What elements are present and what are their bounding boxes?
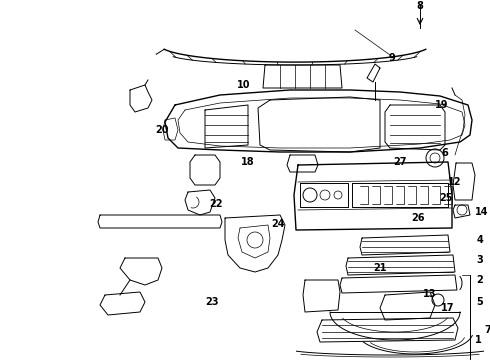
Text: 5: 5 xyxy=(477,297,483,307)
Text: 20: 20 xyxy=(155,125,169,135)
Text: 9: 9 xyxy=(389,53,395,63)
Text: 1: 1 xyxy=(475,335,481,345)
Text: 14: 14 xyxy=(475,207,489,217)
Text: 4: 4 xyxy=(477,235,483,245)
Text: 21: 21 xyxy=(373,263,387,273)
Text: 13: 13 xyxy=(423,289,437,299)
Text: 23: 23 xyxy=(205,297,219,307)
Text: 26: 26 xyxy=(411,213,425,223)
Text: 19: 19 xyxy=(435,100,449,110)
Text: 6: 6 xyxy=(441,148,448,158)
Text: 8: 8 xyxy=(416,1,423,11)
Text: 25: 25 xyxy=(439,193,453,203)
Text: 22: 22 xyxy=(209,199,223,209)
Text: 7: 7 xyxy=(485,325,490,335)
Text: 17: 17 xyxy=(441,303,455,313)
Text: 12: 12 xyxy=(448,177,462,187)
Text: 2: 2 xyxy=(477,275,483,285)
Text: 24: 24 xyxy=(271,219,285,229)
Text: 27: 27 xyxy=(393,157,407,167)
Text: 10: 10 xyxy=(237,80,251,90)
Text: 18: 18 xyxy=(241,157,255,167)
Text: 3: 3 xyxy=(477,255,483,265)
